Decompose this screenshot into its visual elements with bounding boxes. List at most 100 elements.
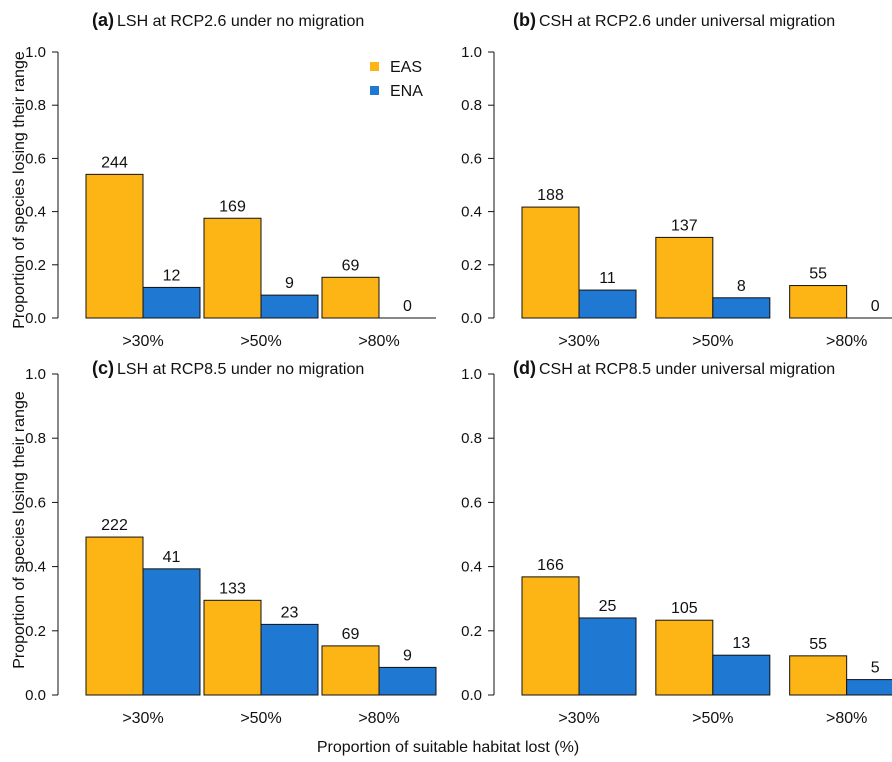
data-label: 188 [537,187,564,204]
x-tick-label: >80% [358,710,399,727]
data-label: 23 [281,604,299,621]
bar-ena-1 [578,289,637,319]
bar-ena-2 [260,294,319,319]
data-label: 11 [599,270,616,287]
chart-panel-4: (d) CSH at RCP8.5 under universal migrati… [461,358,892,727]
x-tick-label: >50% [692,710,733,727]
y-tick-label: 0.4 [461,559,482,576]
y-tick-label: 0.4 [25,559,46,576]
legend-swatch-ena [370,86,379,95]
y-tick-label: 0.6 [25,150,46,167]
y-tick-label: 0.2 [461,623,482,640]
y-tick-label: 0.8 [461,97,482,114]
bar-eas-3 [321,645,380,696]
bar-ena-3 [846,679,892,696]
legend-swatch-eas [370,62,379,71]
bar-ena-1 [142,568,201,696]
chart-panel-2: (b) CSH at RCP2.6 under universal migrati… [461,10,892,350]
data-label: 25 [599,598,617,615]
data-label: 137 [671,217,698,234]
bar-ena-2 [712,654,771,696]
x-tick-label: >50% [240,333,281,350]
panel-title-text: LSH at RCP8.5 under no migration [117,361,364,378]
bar-eas-1 [521,206,580,319]
y-tick-label: 1.0 [461,366,482,383]
panel-letter: (c) [92,358,114,378]
x-tick-label: >50% [692,333,733,350]
bar-eas-2 [655,236,714,319]
data-label: 55 [809,266,827,283]
bar-eas-3 [321,276,380,319]
bar-ena-1 [142,286,201,319]
x-tick-label: >30% [558,333,599,350]
x-tick-label: >50% [240,710,281,727]
y-tick-label: 0.4 [25,204,46,221]
y-tick-label: 1.0 [25,366,46,383]
panel-letter: (b) [513,10,536,30]
data-label: 9 [285,275,294,292]
x-tick-label: >80% [826,710,867,727]
data-label: 133 [219,580,246,597]
bar-eas-3 [789,655,848,696]
chart-panel-3: (c) LSH at RCP8.5 under no migration 0.0 0.… [25,358,437,727]
bar-eas-2 [203,217,262,319]
panel-title: (d) CSH at RCP8.5 under universal migrati… [513,358,835,378]
data-label: 69 [342,626,360,643]
y-tick-label: 0.2 [25,257,46,274]
data-label: 5 [871,660,880,677]
y-axis-label-bottom: Proportion of species losing their range [11,391,28,669]
y-tick-label: 0.6 [25,494,46,511]
x-tick-label: >30% [558,710,599,727]
bar-eas-1 [85,536,144,696]
y-axis-label-top: Proportion of species losing their range [11,51,28,329]
y-tick-label: 0.8 [25,97,46,114]
y-tick-label: 0.0 [25,687,46,704]
data-label: 166 [537,557,564,574]
panel-title: (b) CSH at RCP2.6 under universal migrati… [513,10,835,30]
bar-eas-2 [655,619,714,696]
data-label: 0 [871,298,880,315]
y-tick-label: 0.6 [461,150,482,167]
bar-eas-1 [85,173,144,319]
data-label: 105 [671,600,698,617]
y-tick-label: 0.4 [461,204,482,221]
y-tick-label: 1.0 [25,44,46,61]
chart-panel-1: (a) LSH at RCP2.6 under no migration 0.0 0.… [25,10,436,350]
bar-eas-3 [789,285,848,319]
data-label: 55 [809,636,827,653]
panel-title: (c) LSH at RCP8.5 under no migration [92,358,364,378]
legend-label: ENA [390,83,423,100]
x-tick-label: >30% [122,333,163,350]
y-tick-label: 0.0 [461,687,482,704]
data-label: 169 [219,198,246,215]
data-label: 244 [101,154,128,171]
bar-ena-2 [712,297,771,319]
data-label: 13 [732,635,750,652]
data-label: 41 [163,549,181,566]
panel-title: (a) LSH at RCP2.6 under no migration [92,10,364,30]
x-tick-label: >80% [826,333,867,350]
data-label: 9 [403,647,412,664]
panels: (a) LSH at RCP2.6 under no migration 0.0 0.… [25,10,892,727]
x-tick-label: >80% [358,333,399,350]
panel-letter: (a) [92,10,114,30]
legend: EAS ENA [370,59,423,100]
y-tick-label: 0.8 [25,430,46,447]
bar-ena-1 [578,617,637,696]
bar-ena-3 [378,666,437,696]
x-tick-label: >30% [122,710,163,727]
bar-eas-1 [521,576,580,696]
legend-label: EAS [390,59,422,76]
y-tick-label: 0.2 [461,257,482,274]
panel-title-text: CSH at RCP8.5 under universal migration [539,361,835,378]
data-label: 222 [101,517,128,534]
y-tick-label: 0.2 [25,623,46,640]
y-tick-label: 0.6 [461,494,482,511]
panel-letter: (d) [513,358,536,378]
y-tick-label: 0.0 [461,310,482,327]
data-label: 8 [737,278,746,295]
x-axis-label: Proportion of suitable habitat lost (%) [317,739,579,756]
y-tick-label: 0.8 [461,430,482,447]
data-label: 69 [342,257,360,274]
bar-eas-2 [203,599,262,696]
